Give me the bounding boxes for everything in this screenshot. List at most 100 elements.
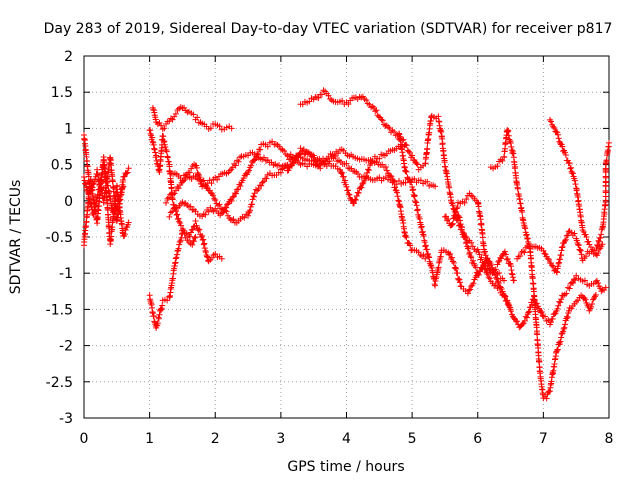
data-point (343, 183, 350, 190)
y-tick-label: 1 (64, 121, 73, 137)
data-point (176, 218, 183, 225)
data-point (91, 179, 98, 186)
data-point (571, 177, 578, 184)
data-point (121, 231, 128, 238)
data-point (456, 214, 463, 221)
data-point (102, 178, 109, 185)
data-point (151, 146, 158, 153)
data-point (578, 251, 585, 258)
data-point (504, 128, 511, 135)
data-point (510, 150, 517, 157)
data-point (455, 213, 462, 220)
data-point (345, 101, 352, 108)
data-point (152, 149, 159, 156)
data-point (571, 230, 578, 237)
data-point (439, 135, 446, 142)
data-point (155, 315, 162, 322)
data-point (358, 184, 365, 191)
data-point (94, 171, 101, 178)
data-point (599, 241, 606, 248)
data-point (201, 240, 208, 247)
data-point (596, 238, 603, 245)
data-point (235, 158, 242, 165)
data-point (524, 235, 531, 242)
data-point (558, 334, 565, 341)
data-point (452, 264, 459, 271)
data-point (468, 254, 475, 261)
data-point (464, 245, 471, 252)
data-point (558, 247, 565, 254)
data-point (550, 123, 557, 130)
data-point (94, 166, 101, 173)
data-point (602, 174, 609, 181)
data-point (247, 207, 254, 214)
data-point (592, 291, 599, 298)
data-point (216, 201, 223, 208)
data-point (357, 184, 364, 191)
data-point (175, 215, 182, 222)
x-axis-label: GPS time / hours (287, 459, 404, 475)
data-point (110, 214, 117, 221)
data-point (246, 167, 253, 174)
data-point (297, 145, 304, 152)
data-point (512, 163, 519, 170)
data-point (525, 240, 532, 247)
y-tick-label: -3 (59, 411, 73, 427)
data-point (410, 186, 417, 193)
data-point (289, 160, 296, 167)
data-point (245, 209, 252, 216)
data-point (390, 178, 397, 185)
data-point (123, 170, 130, 177)
data-point (463, 196, 470, 203)
data-point (453, 205, 460, 212)
data-point (505, 127, 512, 134)
data-point (392, 187, 399, 194)
y-tick-label: 0 (64, 194, 73, 210)
data-point (558, 296, 565, 303)
data-point (164, 195, 171, 202)
data-point (200, 236, 207, 243)
data-point (451, 265, 458, 272)
data-point (321, 161, 327, 168)
data-point (407, 242, 414, 249)
data-point (181, 230, 188, 237)
data-point (202, 247, 209, 254)
data-point (170, 191, 177, 198)
data-point (557, 140, 564, 147)
data-point (416, 215, 423, 222)
data-point (454, 204, 461, 211)
data-point (114, 200, 121, 207)
data-point (392, 184, 399, 191)
data-point (595, 249, 602, 256)
data-point (496, 270, 503, 277)
grid (84, 56, 609, 418)
data-point (514, 185, 521, 192)
data-point (441, 213, 448, 220)
data-point (463, 238, 470, 245)
data-point (449, 221, 456, 228)
data-point (414, 206, 421, 213)
data-point (554, 131, 561, 138)
data-point (523, 232, 530, 239)
data-point (245, 212, 252, 219)
data-point (449, 258, 456, 265)
data-point (147, 127, 154, 134)
data-point (218, 255, 225, 262)
data-point (237, 154, 244, 161)
data-point (477, 216, 484, 223)
data-point (162, 144, 169, 151)
data-point (418, 224, 425, 231)
data-point (411, 192, 418, 199)
data-point (207, 125, 214, 132)
data-point (456, 276, 463, 283)
data-point (308, 151, 315, 158)
data-point (156, 311, 163, 318)
data-point (85, 190, 92, 197)
data-point (425, 253, 432, 260)
data-point (549, 315, 556, 322)
data-point (427, 262, 434, 269)
data-point (382, 163, 389, 170)
data-point (241, 214, 248, 221)
data-point (468, 239, 475, 246)
data-point (403, 234, 410, 241)
